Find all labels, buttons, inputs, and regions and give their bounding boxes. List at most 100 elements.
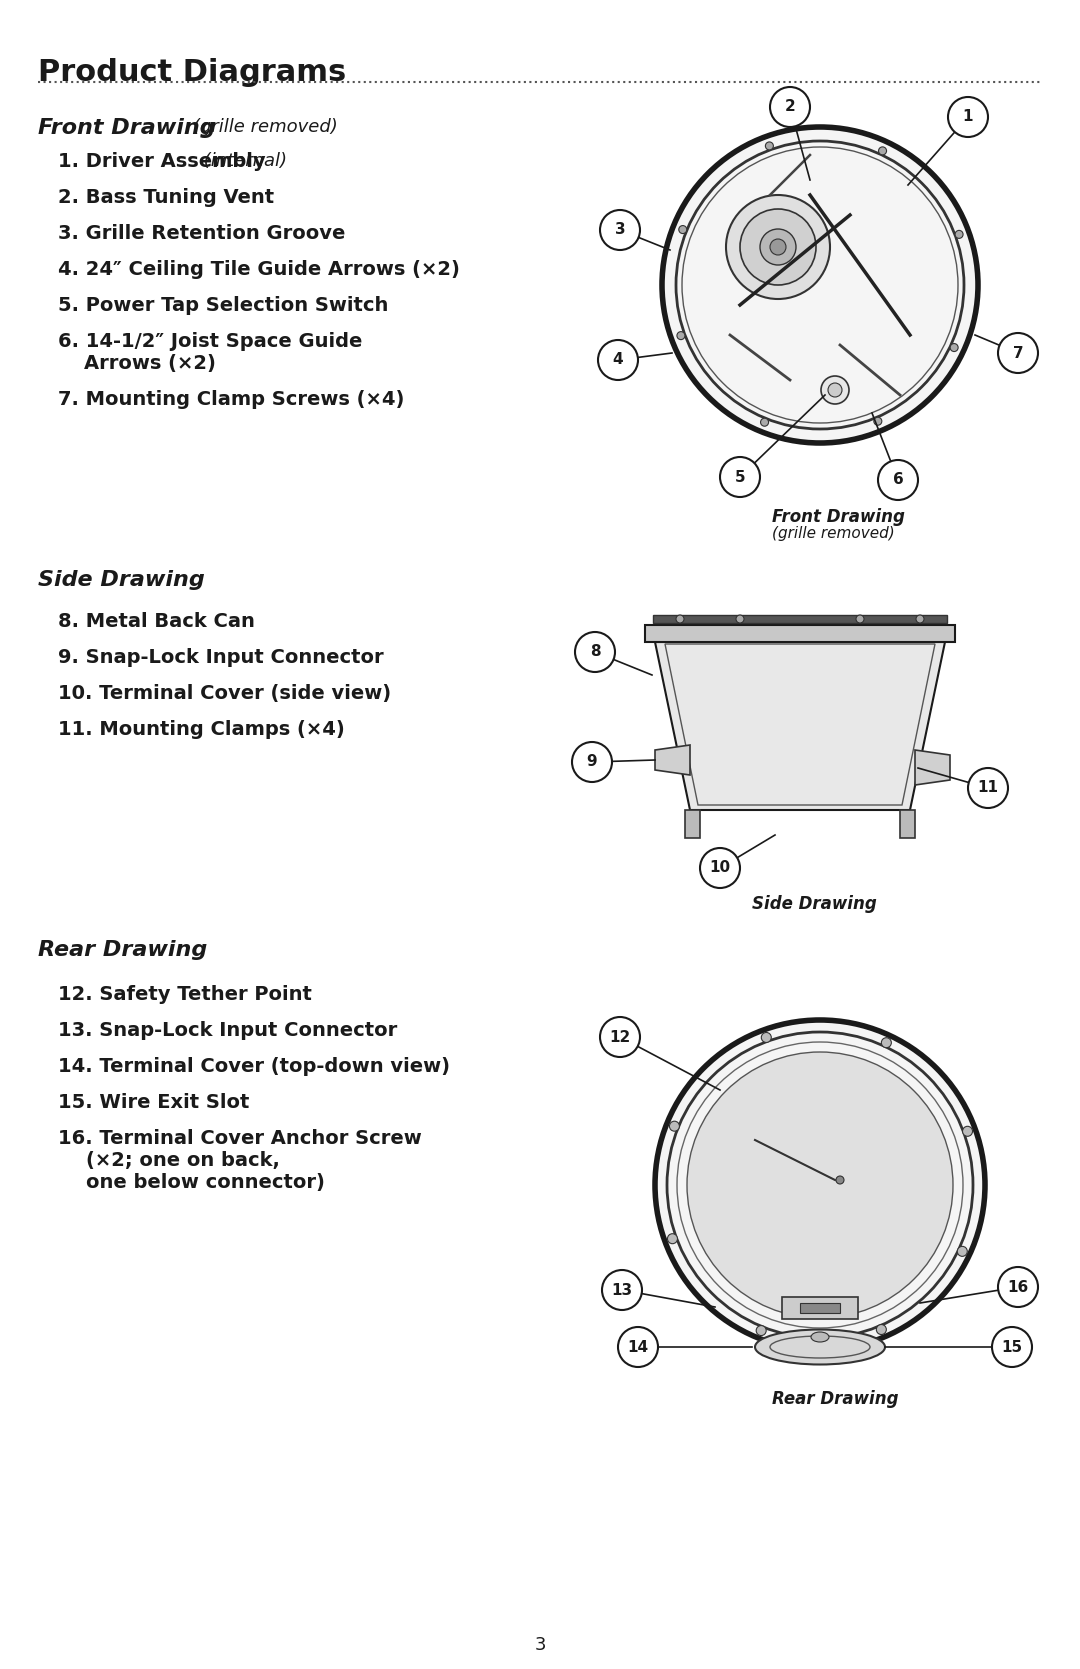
Circle shape [836, 1177, 843, 1183]
Text: 15: 15 [1001, 1340, 1023, 1355]
Circle shape [662, 127, 978, 442]
Circle shape [770, 87, 810, 127]
Circle shape [756, 1325, 766, 1335]
Text: 3. Grille Retention Groove: 3. Grille Retention Groove [58, 224, 346, 244]
Circle shape [618, 1327, 658, 1367]
Circle shape [998, 334, 1038, 372]
Polygon shape [782, 1297, 858, 1319]
Text: 6: 6 [893, 472, 903, 487]
Text: 6. 14-1/2″ Joist Space Guide: 6. 14-1/2″ Joist Space Guide [58, 332, 363, 350]
Text: 9: 9 [586, 754, 597, 769]
Circle shape [878, 461, 918, 501]
Polygon shape [654, 744, 690, 774]
Polygon shape [685, 809, 700, 838]
Polygon shape [645, 624, 955, 643]
Text: Rear Drawing: Rear Drawing [772, 1390, 899, 1409]
Polygon shape [800, 1303, 840, 1314]
Ellipse shape [755, 1330, 885, 1365]
Text: 8. Metal Back Can: 8. Metal Back Can [58, 613, 255, 631]
Polygon shape [654, 643, 945, 809]
Text: Front Drawing: Front Drawing [38, 118, 216, 139]
Polygon shape [915, 749, 950, 784]
Text: 12: 12 [609, 1030, 631, 1045]
Text: 5: 5 [734, 469, 745, 484]
Text: Product Diagrams: Product Diagrams [38, 58, 347, 87]
Text: Arrows (×2): Arrows (×2) [84, 354, 216, 372]
Circle shape [766, 142, 773, 150]
Circle shape [962, 1127, 972, 1137]
Text: 3: 3 [535, 1636, 545, 1654]
Circle shape [667, 1233, 677, 1243]
Text: 5. Power Tap Selection Switch: 5. Power Tap Selection Switch [58, 295, 389, 315]
Circle shape [726, 195, 831, 299]
Circle shape [993, 1327, 1032, 1367]
Circle shape [876, 1325, 887, 1335]
Circle shape [821, 376, 849, 404]
Circle shape [968, 768, 1008, 808]
Text: 7. Mounting Clamp Screws (×4): 7. Mounting Clamp Screws (×4) [58, 391, 404, 409]
Circle shape [670, 1122, 679, 1132]
Circle shape [720, 457, 760, 497]
Circle shape [761, 1033, 771, 1043]
Circle shape [955, 230, 963, 239]
Text: 11: 11 [977, 781, 999, 796]
Text: 1. Driver Assembly: 1. Driver Assembly [58, 152, 266, 170]
Circle shape [575, 633, 615, 673]
Text: 13. Snap-Lock Input Connector: 13. Snap-Lock Input Connector [58, 1021, 397, 1040]
Text: 12. Safety Tether Point: 12. Safety Tether Point [58, 985, 312, 1005]
Circle shape [700, 848, 740, 888]
Circle shape [881, 1038, 891, 1048]
Text: 14: 14 [627, 1340, 649, 1355]
Circle shape [828, 382, 842, 397]
Circle shape [735, 614, 744, 623]
Circle shape [770, 239, 786, 255]
Polygon shape [900, 809, 915, 838]
Circle shape [572, 743, 612, 783]
Text: 2. Bass Tuning Vent: 2. Bass Tuning Vent [58, 189, 274, 207]
Circle shape [600, 210, 640, 250]
Circle shape [677, 332, 685, 339]
Circle shape [998, 1267, 1038, 1307]
Circle shape [678, 225, 687, 234]
Text: one below connector): one below connector) [86, 1173, 325, 1192]
Text: 7: 7 [1013, 345, 1024, 361]
Circle shape [760, 419, 769, 426]
Circle shape [740, 209, 816, 285]
Text: 1: 1 [962, 110, 973, 125]
Circle shape [687, 1051, 953, 1319]
Circle shape [957, 1247, 968, 1257]
Circle shape [916, 614, 924, 623]
Text: 8: 8 [590, 644, 600, 659]
Text: 16: 16 [1008, 1280, 1028, 1295]
Text: 9. Snap-Lock Input Connector: 9. Snap-Lock Input Connector [58, 648, 383, 668]
Text: (grille removed): (grille removed) [193, 118, 338, 135]
Circle shape [654, 1020, 985, 1350]
Text: 10. Terminal Cover (side view): 10. Terminal Cover (side view) [58, 684, 391, 703]
Circle shape [878, 147, 887, 155]
Text: 4. 24″ Ceiling Tile Guide Arrows (×2): 4. 24″ Ceiling Tile Guide Arrows (×2) [58, 260, 460, 279]
Ellipse shape [811, 1332, 829, 1342]
Text: 13: 13 [611, 1282, 633, 1297]
Circle shape [602, 1270, 642, 1310]
Circle shape [856, 614, 864, 623]
Text: 3: 3 [615, 222, 625, 237]
Polygon shape [653, 614, 947, 623]
Text: 10: 10 [710, 861, 730, 876]
Text: 11. Mounting Clamps (×4): 11. Mounting Clamps (×4) [58, 719, 345, 739]
Circle shape [760, 229, 796, 265]
Circle shape [600, 1016, 640, 1056]
Circle shape [948, 97, 988, 137]
Text: (grille removed): (grille removed) [772, 526, 894, 541]
Circle shape [598, 340, 638, 381]
Circle shape [950, 344, 958, 352]
Text: (internal): (internal) [199, 152, 287, 170]
Circle shape [874, 417, 882, 426]
Text: 4: 4 [612, 352, 623, 367]
Text: 16. Terminal Cover Anchor Screw: 16. Terminal Cover Anchor Screw [58, 1128, 422, 1148]
Text: 2: 2 [785, 100, 795, 115]
Text: 14. Terminal Cover (top-down view): 14. Terminal Cover (top-down view) [58, 1056, 450, 1077]
Circle shape [676, 614, 684, 623]
Text: Side Drawing: Side Drawing [752, 895, 877, 913]
Text: Side Drawing: Side Drawing [38, 571, 205, 591]
Text: Front Drawing: Front Drawing [772, 507, 905, 526]
